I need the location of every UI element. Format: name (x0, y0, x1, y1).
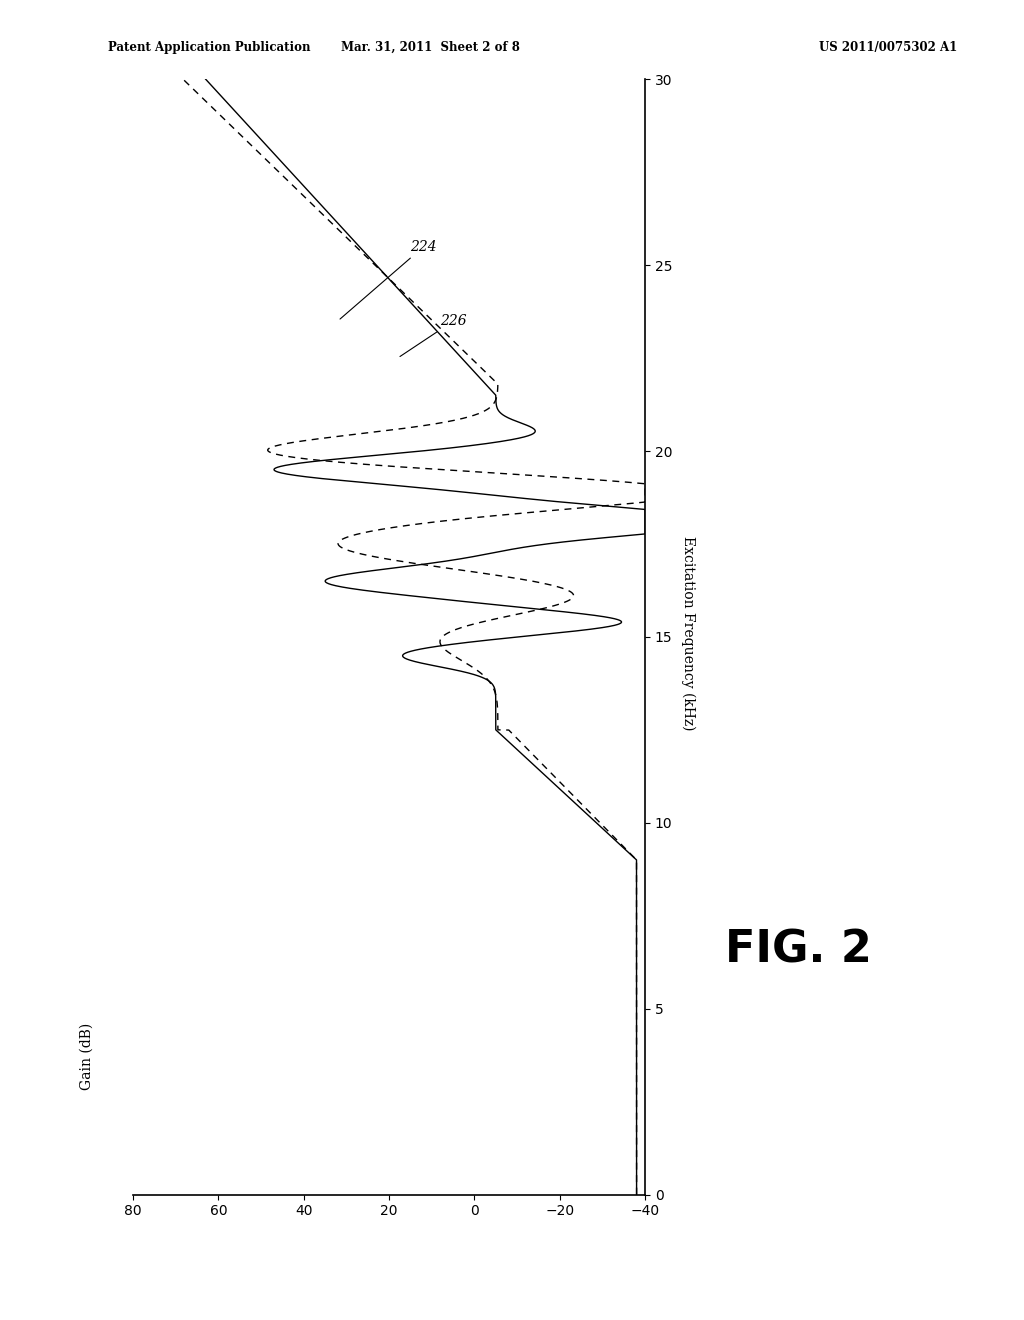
Text: Mar. 31, 2011  Sheet 2 of 8: Mar. 31, 2011 Sheet 2 of 8 (341, 41, 519, 54)
Text: 224: 224 (340, 239, 437, 319)
Text: Gain (dB): Gain (dB) (80, 1023, 94, 1089)
Text: FIG. 2: FIG. 2 (725, 929, 872, 972)
Text: Patent Application Publication: Patent Application Publication (108, 41, 310, 54)
Text: Excitation Frequency (kHz): Excitation Frequency (kHz) (681, 536, 695, 731)
Text: 226: 226 (400, 314, 467, 356)
Text: US 2011/0075302 A1: US 2011/0075302 A1 (819, 41, 957, 54)
